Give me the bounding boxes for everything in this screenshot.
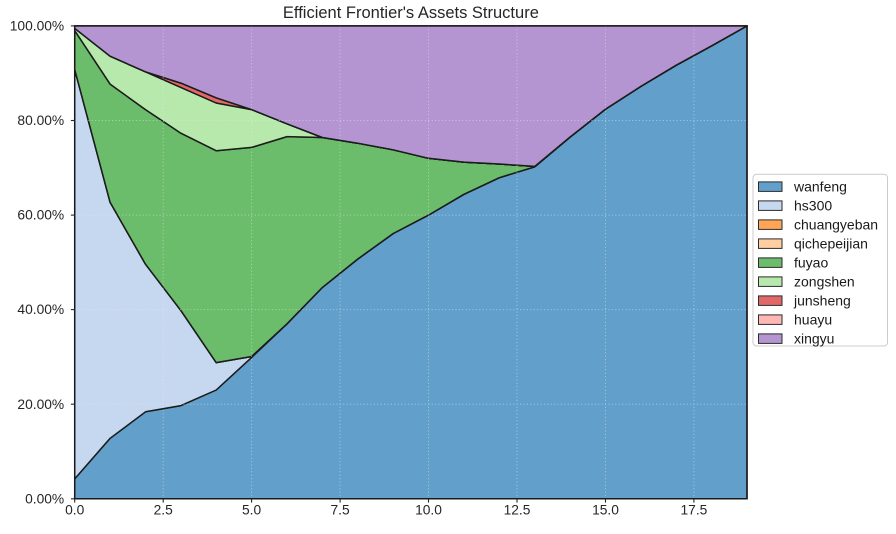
svg-text:12.5: 12.5: [504, 502, 531, 517]
svg-text:5.0: 5.0: [242, 502, 262, 517]
svg-text:60.00%: 60.00%: [17, 208, 64, 223]
svg-text:15.0: 15.0: [592, 502, 619, 517]
svg-text:chuangyeban: chuangyeban: [794, 216, 878, 232]
svg-text:Efficient Frontier's Assets St: Efficient Frontier's Assets Structure: [283, 4, 539, 22]
svg-text:junsheng: junsheng: [793, 292, 851, 308]
svg-text:100.00%: 100.00%: [10, 19, 64, 34]
svg-text:qichepeijian: qichepeijian: [794, 235, 868, 251]
svg-text:xingyu: xingyu: [794, 330, 834, 346]
svg-text:huayu: huayu: [794, 311, 832, 327]
svg-text:10.0: 10.0: [415, 502, 442, 517]
svg-text:0.00%: 0.00%: [25, 491, 64, 506]
svg-text:17.5: 17.5: [680, 502, 707, 517]
svg-text:fuyao: fuyao: [794, 254, 828, 270]
svg-text:2.5: 2.5: [154, 502, 174, 517]
svg-text:40.00%: 40.00%: [17, 302, 64, 317]
svg-text:20.00%: 20.00%: [17, 397, 64, 412]
svg-text:zongshen: zongshen: [794, 273, 855, 289]
svg-text:0.0: 0.0: [65, 502, 85, 517]
svg-text:7.5: 7.5: [331, 502, 351, 517]
svg-text:80.00%: 80.00%: [17, 113, 64, 128]
svg-text:hs300: hs300: [794, 197, 832, 213]
svg-text:wanfeng: wanfeng: [793, 178, 847, 194]
